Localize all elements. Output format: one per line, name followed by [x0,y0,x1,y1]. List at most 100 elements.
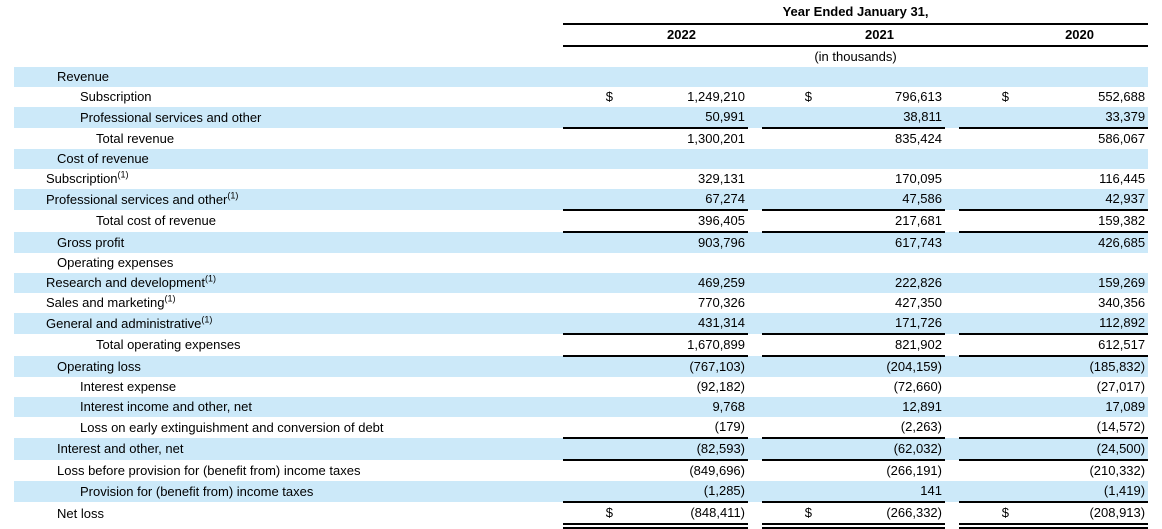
value-cell [615,67,748,87]
currency-symbol-cell [563,273,615,293]
table-row: Professional services and other 50,991 38,… [14,107,1149,129]
currency-symbol-cell [959,232,1011,253]
header-cell [945,24,959,47]
value-cell: 552,688 [1098,89,1146,104]
value-cell: 329,131 [698,171,745,186]
column-gap [748,273,762,293]
column-gap [748,356,762,377]
currency-symbol-cell [959,397,1011,417]
header-spacer [14,0,563,24]
value-cell: (14,572) [1011,417,1149,439]
currency-symbol-cell [563,481,615,503]
currency-symbol-cell [563,67,615,87]
value-cell [1011,149,1149,169]
column-gap [945,87,959,107]
row-label: Sales and marketing(1) [46,293,176,310]
value-cell: (27,017) [1096,379,1146,394]
row-label: Professional services and other [14,107,563,128]
value-cell: (266,332) [814,502,945,529]
value-cell: (2,263) [814,417,945,439]
value-cell [615,253,748,273]
currency-symbol-cell [563,397,615,417]
table-row: Cost of revenue [14,149,1149,169]
value-cell: 586,067 [1098,131,1146,146]
value-cell: 217,681 [814,210,945,233]
table-row: Loss before provision for (benefit from)… [14,460,1148,481]
currency-symbol-cell [762,67,814,87]
table-row: Total cost of revenue 396,405 217,681 159,3… [14,210,1149,233]
value-cell: 903,796 [615,232,748,253]
value-cell: 67,274 [615,189,748,211]
table-row: Loss on early extinguishment and convers… [14,417,1149,439]
value-cell: 469,259 [615,273,748,293]
table-row: Operating expenses [14,253,1148,273]
currency-symbol-cell [959,169,1011,189]
units-row: (in thousands) [14,46,1148,67]
row-label: Professional services and other(1) [14,189,563,210]
value-cell: 1,300,201 [687,131,745,146]
table-row: Total operating expenses 1,670,899 821,902… [14,334,1149,357]
currency-symbol-cell [959,377,1011,397]
currency-symbol-cell [762,169,814,189]
value-cell: (210,332) [1089,463,1146,478]
currency-symbol-cell [563,189,615,211]
currency-symbol-cell [959,334,1011,357]
period-header-row: Year Ended January 31, [14,0,1149,25]
header-cell [563,24,615,47]
header-spacer [14,24,563,46]
currency-symbol-cell [959,189,1011,211]
column-gap [945,356,959,377]
value-cell: (185,832) [1011,356,1149,377]
column-gap [945,397,959,417]
row-label: Total revenue [96,130,175,146]
currency-symbol-cell: $ [1001,89,1009,104]
table-row: Revenue [14,67,1149,87]
row-label: Subscription(1) [46,169,129,186]
column-gap [945,377,959,397]
value-cell: (62,032) [814,438,945,461]
value-cell: 612,517 [1011,334,1149,357]
row-label: General and administrative(1) [14,313,563,334]
currency-symbol-cell [762,417,814,439]
value-cell: (1,285) [615,481,748,503]
value-cell: 159,269 [1011,273,1149,293]
value-cell [1011,67,1149,87]
currency-symbol-cell: $ [959,502,1011,529]
table-row: Sales and marketing(1) 770,326 427,350 340,… [14,293,1148,313]
row-label: Interest expense [80,379,177,394]
value-cell: 171,726 [814,313,945,335]
footnote-ref: (1) [164,293,176,304]
column-gap [748,128,762,149]
column-gap [748,397,762,417]
value-cell: 141 [814,481,945,503]
currency-symbol-cell [959,417,1011,439]
currency-symbol-cell [762,313,814,335]
column-gap [748,481,762,502]
table-body: Revenue Subscription $1,249,210 $796,613 $55… [14,67,1149,529]
income-statement-table: Year Ended January 31, 2022 2021 2020 (i… [14,0,1149,529]
footnote-ref: (1) [227,190,239,201]
row-label: Provision for (benefit from) income taxe… [14,481,563,502]
column-gap [748,313,762,334]
currency-symbol-cell [762,460,814,481]
column-gap [945,273,959,293]
column-gap [748,189,762,210]
column-gap [748,293,762,313]
currency-symbol-cell [762,293,814,313]
header-spacer [14,46,563,67]
column-gap [748,417,762,438]
value-cell: 396,405 [615,210,748,233]
currency-symbol-cell [563,356,615,377]
currency-symbol-cell [762,377,814,397]
currency-symbol-cell [762,356,814,377]
value-cell: 17,089 [1011,397,1149,417]
table-row: Provision for (benefit from) income taxe… [14,481,1149,503]
value-cell: 222,826 [814,273,945,293]
table-row: Net loss $ (848,411) $ (266,332) $ (208,913) [14,502,1149,529]
currency-symbol-cell [959,107,1011,129]
column-gap [945,149,959,169]
value-cell: 12,891 [814,397,945,417]
column-gap [945,313,959,334]
value-cell: 426,685 [1011,232,1149,253]
value-cell: 9,768 [615,397,748,417]
